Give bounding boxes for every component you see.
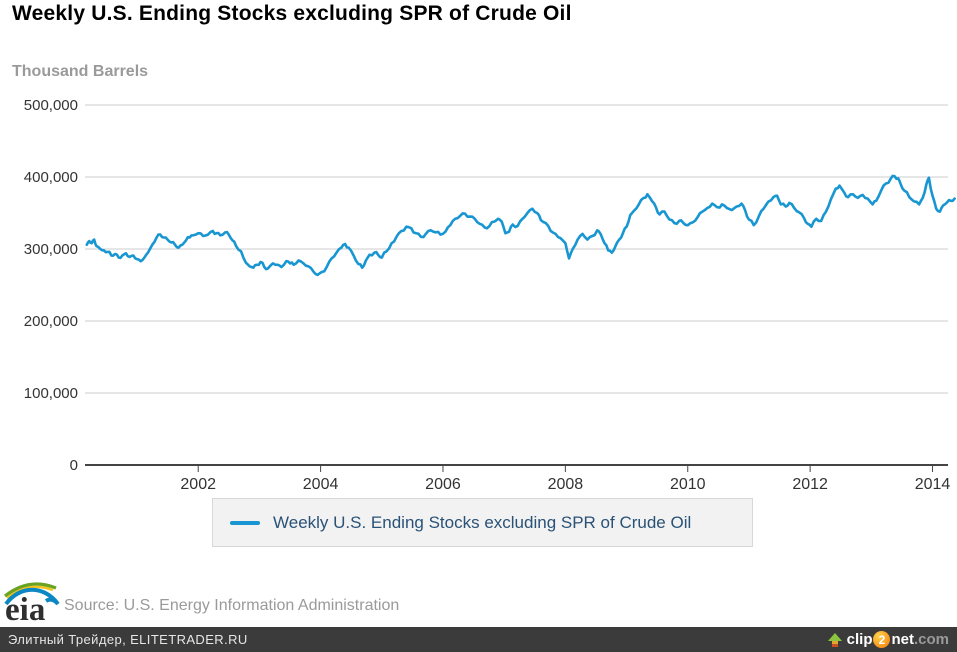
clip2net-logo[interactable]: clip 2 net .com [827,631,957,648]
x-tick-label: 2014 [915,476,951,493]
eia-logo-blue-swoosh [4,587,60,606]
series-line [85,174,956,277]
upload-arrow-icon [827,632,842,647]
eia-logo-yellow-swoosh [6,585,54,599]
y-tick-label: 200,000 [24,313,78,330]
clip2net-two-badge: 2 [873,631,891,648]
eia-logo-green-swoosh [4,582,57,598]
chart-title: Weekly U.S. Ending Stocks excluding SPR … [12,2,572,25]
source-text: Source: U.S. Energy Information Administ… [64,597,400,614]
x-tick-label: 2004 [303,476,339,493]
line-chart: 0 100,000 200,000 300,000 400,000 500,000 2002… [24,97,956,493]
y-tick-label: 500,000 [24,97,78,114]
x-tick-label: 2008 [548,476,584,493]
y-tick-label: 100,000 [24,385,78,402]
legend-label: Weekly U.S. Ending Stocks excluding SPR … [273,512,692,532]
x-tick-label: 2006 [425,476,461,493]
footer-bar-text: Элитный Трейдер, ELITETRADER.RU [8,632,248,647]
y-tick-label: 0 [70,457,78,474]
clip2net-clip: clip [846,631,873,648]
y-axis-title: Thousand Barrels [12,63,149,80]
y-tick-label: 400,000 [24,169,78,186]
eia-logo: eia [4,582,60,627]
y-tick-label: 300,000 [24,241,78,258]
legend: Weekly U.S. Ending Stocks excluding SPR … [212,498,753,547]
x-tick-label: 2010 [670,476,706,493]
x-tick-label: 2002 [180,476,216,493]
legend-line-swatch [230,520,260,525]
clip2net-com: .com [913,631,949,648]
clip2net-net: net [891,631,914,648]
x-tick-label: 2012 [792,476,828,493]
footer-bar: Элитный Трейдер, ELITETRADER.RU clip 2 n… [0,627,957,652]
eia-logo-text: eia [5,592,45,627]
